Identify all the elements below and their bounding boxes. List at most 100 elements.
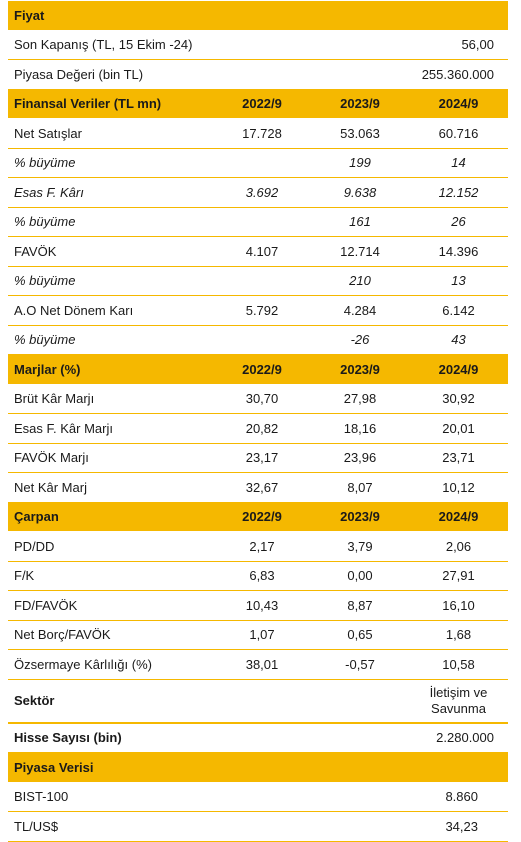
cell-value: 9.638 <box>343 184 377 200</box>
row-value: 8.860 <box>445 789 478 805</box>
section-title: Fiyat <box>14 7 45 23</box>
year-header: 2024/9 <box>438 361 479 377</box>
year-header: 2022/9 <box>242 361 282 377</box>
row-label: Net Borç/FAVÖK <box>14 627 111 643</box>
sektor-label: Sektör <box>14 693 55 708</box>
row-label: % büyüme <box>14 332 76 348</box>
row-label: % büyüme <box>14 273 76 289</box>
table-row: FD/FAVÖK 10,43 8,87 16,10 <box>8 591 508 621</box>
cell-value: 4.284 <box>343 302 377 318</box>
cell-value: 30,92 <box>442 391 475 407</box>
table-row: % büyüme 199 14 <box>8 149 508 178</box>
table-row: % büyüme 210 13 <box>8 267 508 296</box>
hisse-value: 2.280.000 <box>436 730 494 746</box>
table-row: TL/US$ 34,23 <box>8 812 508 842</box>
table-row: F/K 6,83 0,00 27,91 <box>8 562 508 591</box>
cell-value: 2,06 <box>445 538 472 554</box>
cell-value: 8,87 <box>347 597 373 613</box>
cell-value: 26 <box>451 214 466 230</box>
cell-value: 4.107 <box>245 243 279 259</box>
cell-value: 23,96 <box>343 450 377 466</box>
section-title: Çarpan <box>14 509 59 525</box>
cell-value: 13 <box>451 273 466 289</box>
table-row: A.O Net Dönem Karı 5.792 4.284 6.142 <box>8 296 508 326</box>
year-header: 2023/9 <box>340 96 380 112</box>
cell-value: 6.142 <box>442 302 475 318</box>
row-label: FAVÖK <box>14 243 57 259</box>
row-label: TL/US$ <box>14 818 59 834</box>
row-label: Esas F. Kârı <box>14 184 84 200</box>
sektor-row: Sektör İletişim ve Savunma <box>8 679 508 724</box>
table-row: Son Kapanış (TL, 15 Ekim -24) 56,00 <box>8 31 508 60</box>
row-value: 34,23 <box>445 818 478 834</box>
cell-value: 53.063 <box>340 125 380 141</box>
row-label: Brüt Kâr Marjı <box>14 391 95 407</box>
cell-value: 20,01 <box>442 420 475 436</box>
cell-value: 27,91 <box>442 568 475 584</box>
cell-value: 3,79 <box>347 538 373 554</box>
year-header: 2023/9 <box>340 509 380 525</box>
cell-value: 1,68 <box>445 627 472 643</box>
sektor-value-line2: Savunma <box>431 700 486 716</box>
cell-value: -26 <box>350 332 370 348</box>
table-row: PD/DD 2,17 3,79 2,06 <box>8 532 508 562</box>
row-label: FAVÖK Marjı <box>14 450 89 466</box>
cell-value: 0,65 <box>347 627 373 643</box>
cell-value: 16,10 <box>442 597 475 613</box>
hisse-row: Hisse Sayısı (bin) 2.280.000 <box>8 724 508 753</box>
row-label: Özsermaye Kârlılığı (%) <box>14 656 152 672</box>
row-value: 255.360.000 <box>421 66 494 82</box>
cell-value: 6,83 <box>249 568 275 584</box>
year-header: 2022/9 <box>242 96 282 112</box>
year-header: 2024/9 <box>438 509 479 525</box>
cell-value: 12.152 <box>438 184 479 200</box>
cell-value: 23,17 <box>245 450 279 466</box>
table-row: FAVÖK Marjı 23,17 23,96 23,71 <box>8 444 508 473</box>
cell-value: 1,07 <box>249 627 275 643</box>
table-row: Esas F. Kârı 3.692 9.638 12.152 <box>8 178 508 208</box>
cell-value: 17.728 <box>242 125 282 141</box>
cell-value: 43 <box>451 332 466 348</box>
cell-value: -0,57 <box>345 656 375 672</box>
table-row: FAVÖK 4.107 12.714 14.396 <box>8 237 508 267</box>
section-title: Finansal Veriler (TL mn) <box>14 96 162 112</box>
cell-value: 14.396 <box>438 243 479 259</box>
table-row: BIST-100 8.860 <box>8 783 508 812</box>
cell-value: 32,67 <box>245 479 279 495</box>
stock-summary-table: Fiyat Son Kapanış (TL, 15 Ekim -24) 56,0… <box>8 1 508 842</box>
section-header-carpan: Çarpan 2022/9 2023/9 2024/9 <box>8 502 508 532</box>
table-row: Esas F. Kâr Marjı 20,82 18,16 20,01 <box>8 414 508 444</box>
cell-value: 3.692 <box>245 184 279 200</box>
table-row: Net Satışlar 17.728 53.063 60.716 <box>8 119 508 149</box>
year-header: 2024/9 <box>438 96 479 112</box>
table-row: Piyasa Değeri (bin TL) 255.360.000 <box>8 60 508 90</box>
cell-value: 10,43 <box>245 597 279 613</box>
row-label: Piyasa Değeri (bin TL) <box>14 66 144 82</box>
cell-value: 18,16 <box>343 420 377 436</box>
sektor-value-line1: İletişim ve <box>429 684 488 700</box>
row-label: BIST-100 <box>14 789 69 805</box>
hisse-label: Hisse Sayısı (bin) <box>14 730 122 746</box>
cell-value: 8,07 <box>347 479 373 495</box>
year-header: 2022/9 <box>242 509 282 525</box>
cell-value: 38,01 <box>245 656 279 672</box>
cell-value: 2,17 <box>249 538 275 554</box>
table-row: % büyüme 161 26 <box>8 208 508 237</box>
table-row: Brüt Kâr Marjı 30,70 27,98 30,92 <box>8 385 508 414</box>
cell-value: 10,12 <box>442 479 475 495</box>
row-label: A.O Net Dönem Karı <box>14 302 134 318</box>
cell-value: 12.714 <box>340 243 380 259</box>
row-label: F/K <box>14 568 35 584</box>
sektor-value: İletişim ve Savunma <box>409 685 508 717</box>
table-row: Özsermaye Kârlılığı (%) 38,01 -0,57 10,5… <box>8 650 508 680</box>
cell-value: 10,58 <box>442 656 475 672</box>
cell-value: 60.716 <box>438 125 479 141</box>
cell-value: 0,00 <box>347 568 373 584</box>
cell-value: 161 <box>349 214 371 230</box>
cell-value: 27,98 <box>343 391 377 407</box>
section-header-finansal: Finansal Veriler (TL mn) 2022/9 2023/9 2… <box>8 89 508 119</box>
cell-value: 23,71 <box>442 450 475 466</box>
section-title: Marjlar (%) <box>14 361 81 377</box>
row-label: % büyüme <box>14 155 76 171</box>
section-header-piyasa: Piyasa Verisi <box>8 753 508 783</box>
